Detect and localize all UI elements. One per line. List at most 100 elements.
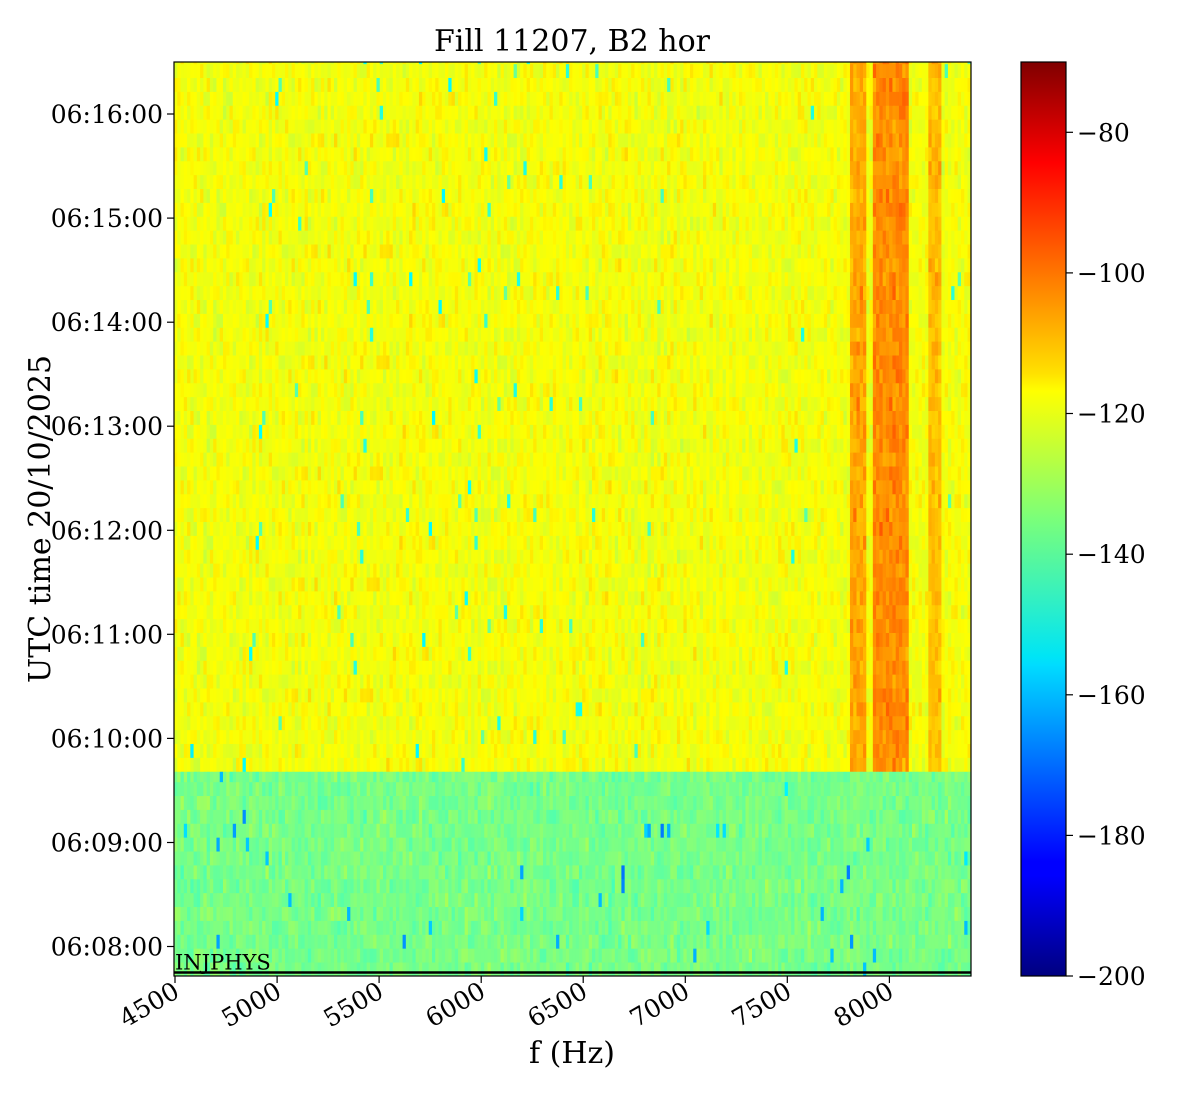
heatmap-cell — [810, 892, 815, 908]
heatmap-cell — [634, 729, 639, 744]
heatmap-cell — [876, 851, 880, 866]
heatmap-cell — [787, 823, 792, 838]
heatmap-cell — [895, 962, 900, 976]
heatmap-cell — [663, 865, 668, 880]
heatmap-cell — [954, 865, 959, 880]
heatmap-cell — [304, 851, 309, 866]
heatmap-cell — [921, 865, 926, 880]
heatmap-cell — [591, 823, 596, 838]
heatmap-cell — [177, 729, 181, 744]
heatmap-cell — [369, 715, 374, 731]
heatmap-cell — [758, 715, 763, 731]
heatmap-cell — [484, 878, 488, 894]
heatmap-cell — [366, 934, 371, 949]
heatmap-cell — [360, 934, 364, 949]
heatmap-cell — [768, 837, 772, 852]
heatmap-cell — [689, 743, 694, 758]
heatmap-cell — [281, 809, 286, 824]
heatmap-cell — [236, 781, 240, 797]
heatmap-cell — [768, 701, 772, 717]
heatmap-cell — [869, 906, 874, 921]
heatmap-cell — [275, 771, 279, 783]
heatmap-cell — [947, 878, 952, 894]
heatmap-cell — [591, 701, 596, 717]
heatmap-cell — [849, 920, 854, 935]
heatmap-cell — [177, 781, 181, 797]
heatmap-cell — [229, 892, 234, 908]
heatmap-cell — [689, 851, 694, 866]
heatmap-cell — [409, 729, 413, 744]
heatmap-cell — [343, 729, 348, 744]
heatmap-cell — [556, 795, 560, 810]
heatmap-cell — [258, 701, 263, 717]
heatmap-cell — [213, 795, 217, 810]
heatmap-cell — [621, 701, 626, 717]
heatmap-cell — [281, 781, 286, 797]
heatmap-cell — [379, 934, 384, 949]
heatmap-cell — [262, 906, 266, 921]
heatmap-cell — [863, 892, 867, 908]
heatmap-cell — [640, 795, 645, 810]
heatmap-cell — [588, 823, 593, 838]
heatmap-cell — [445, 906, 449, 921]
heatmap-cell — [618, 906, 622, 921]
heatmap-cell — [696, 906, 701, 921]
heatmap-cell — [618, 851, 622, 866]
heatmap-cell — [856, 823, 861, 838]
heatmap-cell — [827, 837, 831, 852]
heatmap-cell — [396, 878, 400, 894]
heatmap-cell — [190, 906, 194, 921]
heatmap-cell — [947, 906, 952, 921]
heatmap-cell — [941, 701, 946, 717]
heatmap-cell — [190, 809, 194, 824]
heatmap-cell — [670, 837, 675, 852]
heatmap-cell — [216, 729, 221, 744]
heatmap-cell — [454, 781, 459, 797]
heatmap-cell — [451, 715, 456, 731]
heatmap-cell — [644, 934, 648, 949]
heatmap-cell — [876, 948, 880, 963]
heatmap-cell — [670, 962, 675, 976]
heatmap-cell — [262, 934, 266, 949]
heatmap-cell — [549, 809, 554, 824]
heatmap-cell — [536, 906, 541, 921]
heatmap-cell — [957, 781, 962, 797]
heatmap-cell — [742, 715, 746, 731]
heatmap-cell — [258, 781, 263, 797]
heatmap-cell — [915, 934, 919, 949]
heatmap-cell — [849, 865, 854, 880]
heatmap-cell — [758, 878, 763, 894]
heatmap-cell — [938, 962, 942, 976]
heatmap-cell — [781, 837, 786, 852]
heatmap-cell — [268, 906, 273, 921]
heatmap-cell — [271, 701, 276, 717]
heatmap-cell — [262, 757, 266, 772]
heatmap-cell — [513, 865, 518, 880]
heatmap-cell — [787, 771, 792, 783]
heatmap-cell — [193, 781, 198, 797]
heatmap-cell — [761, 771, 766, 783]
heatmap-cell — [523, 823, 528, 838]
heatmap-cell — [908, 809, 913, 824]
heatmap-cell — [196, 920, 201, 935]
heatmap-cell — [546, 823, 550, 838]
heatmap-cell — [265, 906, 270, 921]
heatmap-cell — [961, 715, 965, 731]
heatmap-cell — [732, 851, 737, 866]
heatmap-cell — [588, 878, 593, 894]
heatmap-cell — [334, 865, 338, 880]
heatmap-cell — [716, 878, 720, 894]
heatmap-cell — [356, 743, 361, 758]
heatmap-cell — [245, 865, 250, 880]
heatmap-cell — [494, 934, 498, 949]
heatmap-cell — [552, 865, 557, 880]
heatmap-cell — [546, 934, 550, 949]
heatmap-cell — [265, 771, 270, 783]
heatmap-cell — [445, 729, 449, 744]
heatmap-cell — [640, 743, 645, 758]
heatmap-cell — [961, 948, 965, 963]
heatmap-cell — [392, 878, 397, 894]
heatmap-cell — [425, 809, 430, 824]
heatmap-cell — [621, 757, 626, 772]
heatmap-cell — [804, 757, 808, 772]
